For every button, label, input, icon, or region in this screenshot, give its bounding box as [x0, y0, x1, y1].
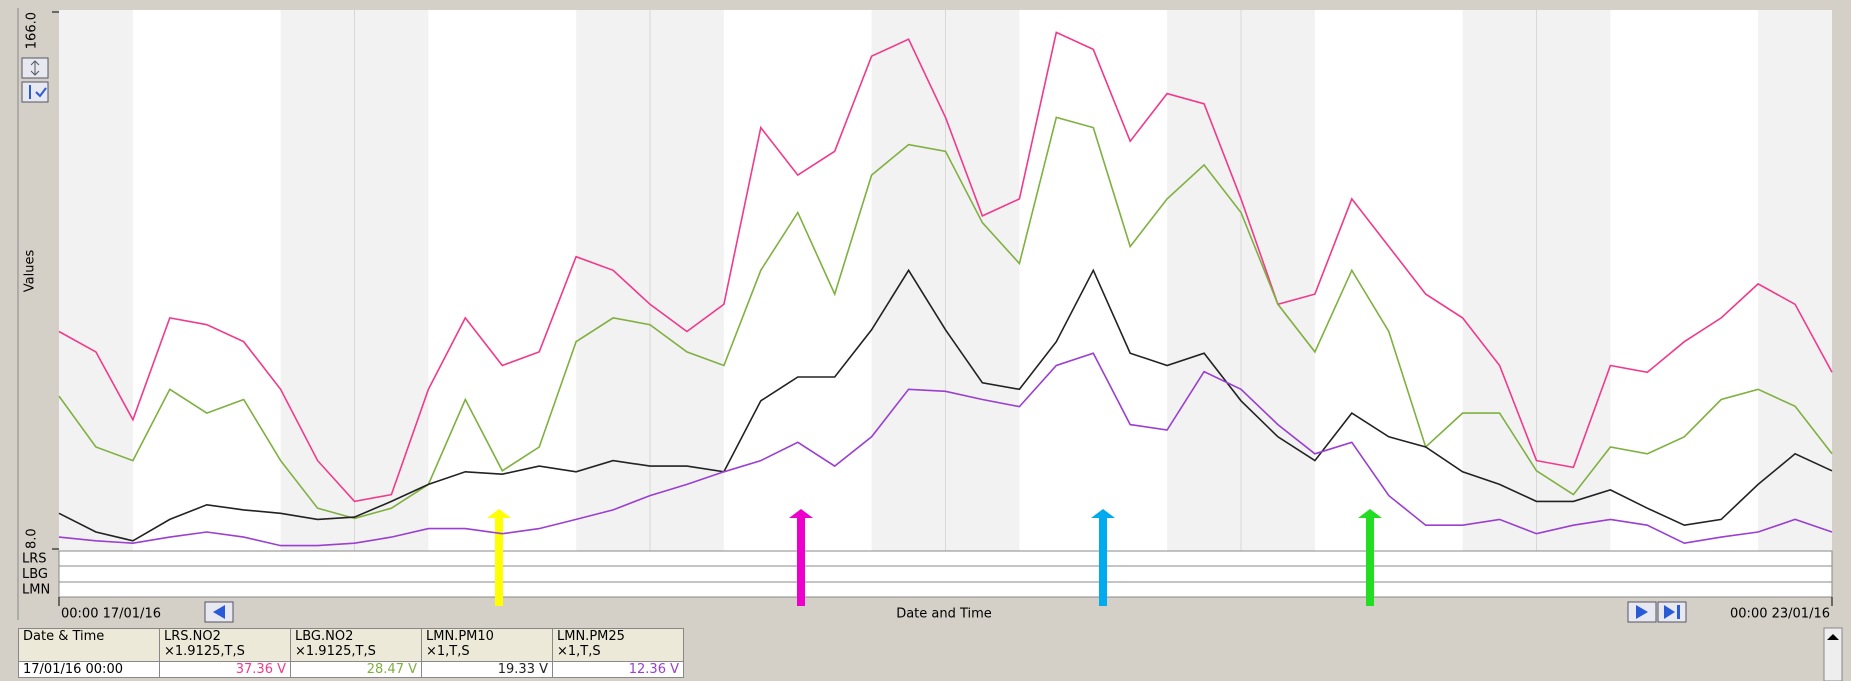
- header-cell: LRS.NO2 ×1.9125,T,S: [159, 628, 291, 662]
- value-cell: 37.36 V: [159, 661, 291, 678]
- header-cell: Date & Time: [18, 628, 160, 662]
- annotation-arrows: [487, 509, 1382, 606]
- series-line: [58, 31, 1833, 503]
- series-name: LMN.PM25: [557, 629, 625, 644]
- header-cell: LMN.PM25 ×1,T,S: [552, 628, 684, 662]
- autoscale-button[interactable]: [21, 81, 49, 103]
- scroll-end-icon: [1664, 605, 1680, 619]
- scroll-left-icon: [213, 605, 225, 619]
- value-table: Date & Time LRS.NO2 ×1.9125,T,S LBG.NO2 ×1.…: [18, 628, 684, 678]
- series-name: LRS.NO2: [164, 629, 221, 644]
- scale-icon: [30, 60, 40, 76]
- value-cell: 28.47 V: [290, 661, 422, 678]
- series-name: LBG.NO2: [295, 629, 354, 644]
- x-start-label: 00:00 17/01/16: [61, 607, 161, 622]
- lane-label: LMN: [22, 583, 50, 598]
- x-axis-label: Date and Time: [896, 607, 992, 622]
- y-tick-label: 166.0: [25, 12, 40, 49]
- series-name: LMN.PM10: [426, 629, 494, 644]
- night-bands: [59, 10, 1832, 551]
- x-end-label: 00:00 23/01/16: [1730, 607, 1830, 622]
- series-line: [58, 268, 1833, 542]
- lane-area: [58, 550, 1833, 598]
- header-cell: LMN.PM10 ×1,T,S: [421, 628, 553, 662]
- series-line: [58, 352, 1833, 547]
- scrollbar[interactable]: [1823, 627, 1843, 681]
- series-line: [58, 116, 1833, 520]
- time-cell: 17/01/16 00:00: [18, 661, 160, 678]
- y-axis-label: Values: [23, 250, 38, 293]
- night-band: [59, 10, 133, 551]
- table-row: 17/01/16 00:00 37.36 V 28.47 V 19.33 V 12.36…: [18, 661, 684, 678]
- y-tick-label: 8.0: [25, 528, 40, 549]
- arrow-green: [1358, 509, 1382, 606]
- lane-label: LRS: [22, 552, 47, 567]
- series-scale: ×1,T,S: [426, 644, 470, 659]
- night-band: [1758, 10, 1832, 551]
- value-cell: 12.36 V: [552, 661, 684, 678]
- series-scale: ×1.9125,T,S: [295, 644, 376, 659]
- table-header: Date & Time LRS.NO2 ×1.9125,T,S LBG.NO2 ×1.…: [18, 628, 684, 662]
- scrollbar-up: [1827, 634, 1839, 640]
- arrow-cyan: [1091, 509, 1115, 606]
- lane-label: LBG: [22, 567, 48, 582]
- scroll-right-icon: [1636, 605, 1648, 619]
- value-cell: 19.33 V: [421, 661, 553, 678]
- header-cell: LBG.NO2 ×1.9125,T,S: [290, 628, 422, 662]
- arrow-yellow: [487, 509, 511, 606]
- arrow-magenta: [789, 509, 813, 606]
- autoscale-icon: [29, 85, 47, 99]
- series-scale: ×1,T,S: [557, 644, 601, 659]
- series-scale: ×1.9125,T,S: [164, 644, 245, 659]
